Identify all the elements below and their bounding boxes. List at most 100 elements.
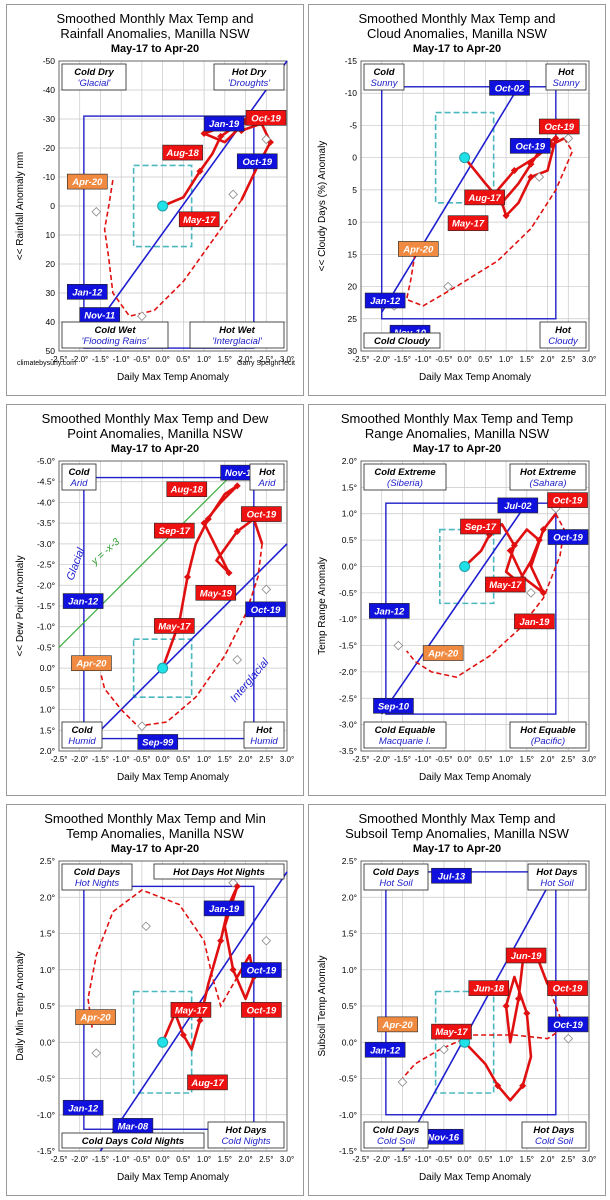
- quadrant-label-box: [527, 863, 587, 891]
- chart-subtitle: May-17 to Apr-20: [412, 843, 502, 855]
- month-label-box: [485, 576, 526, 593]
- chart-panel-temprange: Smoothed Monthly Max Temp and Temp Range…: [308, 404, 606, 796]
- month-label-box: [154, 522, 195, 539]
- open-marker: [393, 640, 404, 651]
- data-point: [233, 482, 241, 490]
- month-label: Mar-08: [118, 1121, 149, 1132]
- data-point: [552, 134, 560, 142]
- open-marker: [526, 588, 536, 598]
- data-point: [502, 212, 510, 220]
- y-tick-label: -10: [43, 172, 56, 182]
- quadrant-label-line1: Hot Days Hot Nights: [173, 867, 265, 878]
- x-tick-label: 1.5°: [218, 755, 232, 764]
- chart-subsoil: -2.5° -2.0° -1.5° -1.0° -0.5° 0.0° 0.5° 1.0° 1.5…: [317, 856, 596, 1183]
- y-tick-label: -5.0°: [37, 456, 55, 466]
- month-label: Aug-17: [190, 1078, 224, 1089]
- y-tick-label: -4.5°: [37, 477, 55, 487]
- month-label-box: [245, 601, 286, 618]
- quadrant-label-box: [545, 63, 587, 91]
- data-point: [514, 995, 523, 1003]
- x-tick-label: -2.0°: [373, 755, 390, 764]
- quadrant-label-line1: Cold Wet: [95, 325, 137, 336]
- x-axis-title: Daily Max Temp Anomaly: [419, 772, 531, 783]
- x-axis-title: Daily Max Temp Anomaly: [117, 772, 229, 783]
- y-tick-label: -3.5°: [339, 746, 357, 756]
- quadrant-label-line1: Cold Extreme: [374, 467, 436, 478]
- month-label: Aug-17: [468, 193, 502, 204]
- month-label: Jan-19: [209, 119, 240, 130]
- origin-marker: [157, 1036, 169, 1048]
- quadrant-label-line2: 'Glacial': [78, 78, 112, 89]
- normal-range-box: [434, 111, 495, 204]
- chart-panel-mintemp: Smoothed Monthly Max Temp and Min Temp A…: [6, 804, 304, 1196]
- x-tick-label: 1.0°: [499, 1155, 513, 1164]
- open-marker: [91, 206, 102, 217]
- regression-line: [381, 502, 528, 715]
- month-label-box: [187, 1074, 228, 1091]
- month-label-box: [71, 655, 112, 672]
- quadrant-label-line1: Hot: [558, 67, 575, 78]
- chart-subtitle: May-17 to Apr-20: [412, 43, 502, 55]
- x-tick-label: 1.5°: [520, 755, 534, 764]
- y-tick-label: -1.5°: [37, 601, 55, 611]
- open-marker: [228, 189, 238, 200]
- y-tick-label: -5: [349, 120, 357, 130]
- y-tick-label: 5: [352, 185, 357, 195]
- x-axis-title: Daily Max Temp Anomaly: [117, 1172, 229, 1183]
- month-label-box: [464, 189, 505, 206]
- x-tick-label: 2.0°: [238, 355, 252, 364]
- month-label: Oct-19: [242, 157, 272, 168]
- chart-subtitle: May-17 to Apr-20: [110, 443, 200, 455]
- y-tick-label: -10: [345, 88, 358, 98]
- month-label-box: [468, 980, 510, 996]
- month-label: Jul-13: [438, 871, 466, 882]
- x-tick-label: -2.5°: [51, 755, 68, 764]
- quadrant-label-box: [509, 463, 587, 491]
- x-tick-label: -1.5°: [394, 1155, 411, 1164]
- month-label-box: [460, 518, 501, 535]
- y-axis-title: Daily Min Temp Anomaly: [15, 951, 26, 1060]
- x-tick-label: 2.0°: [238, 755, 252, 764]
- y-tick-label: 0: [352, 153, 357, 163]
- x-tick-label: 3.0°: [280, 755, 294, 764]
- quadrant-label-line2: Cloudy: [548, 336, 579, 347]
- month-label: May-17: [183, 215, 216, 226]
- y-tick-label: -30: [43, 114, 56, 124]
- origin-marker: [157, 662, 169, 674]
- quadrant-label-box: [243, 721, 285, 749]
- open-marker: [563, 133, 574, 144]
- data-point: [196, 167, 204, 175]
- month-label: Jan-12: [72, 287, 103, 298]
- data-point: [502, 1002, 510, 1010]
- line-label-interglacial: Interglacial: [228, 656, 272, 705]
- month-label: Oct-19: [553, 1020, 583, 1031]
- y-tick-label: 0.5°: [40, 684, 55, 694]
- y-tick-label: 0.0°: [40, 663, 55, 673]
- open-marker: [91, 1048, 102, 1058]
- x-tick-label: -2.0°: [373, 1155, 390, 1164]
- x-tick-label: -2.0°: [71, 1155, 88, 1164]
- y-tick-label: 0.5°: [40, 1001, 55, 1011]
- x-tick-label: 3.0°: [582, 355, 596, 364]
- quadrant-label-line2: 'Interglacial': [212, 336, 263, 347]
- y-tick-label: 1.5°: [40, 725, 55, 735]
- x-tick-label: 0.5°: [478, 755, 492, 764]
- normal-range-box: [434, 990, 495, 1094]
- x-tick-label: -2.5°: [353, 755, 370, 764]
- month-label-box: [241, 1002, 282, 1018]
- y-tick-label: -1.0°: [339, 614, 357, 624]
- credit-left: climatebysurly.com: [17, 360, 76, 367]
- quadrant-label-line2: Humid: [250, 736, 278, 747]
- y-tick-label: -3.0°: [339, 720, 357, 730]
- quadrant-label-line2: Cold Soil: [377, 1136, 416, 1147]
- quadrant-label-line2: Arid: [258, 478, 277, 489]
- month-label: Jan-12: [68, 597, 99, 608]
- x-tick-label: -1.5°: [394, 355, 411, 364]
- x-tick-label: 0.0°: [457, 355, 471, 364]
- line-label-green: y = -x-3: [89, 536, 122, 568]
- month-label: Oct-19: [247, 1005, 277, 1016]
- quadrant-label-box: [61, 63, 127, 91]
- quadrant-label-line2: Sunny: [553, 78, 581, 89]
- month-label: Sep-99: [142, 737, 174, 748]
- y-tick-label: 30: [348, 346, 358, 356]
